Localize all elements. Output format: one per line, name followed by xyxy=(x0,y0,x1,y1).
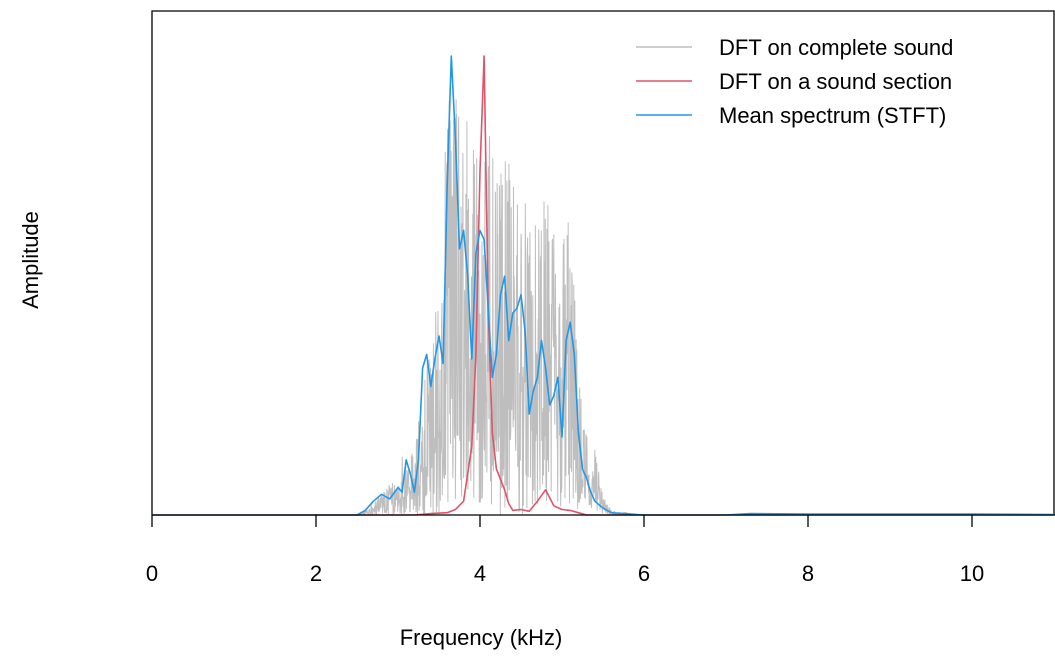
y-axis-title: Amplitude xyxy=(18,211,43,309)
legend-label: DFT on complete sound xyxy=(719,35,953,60)
x-tick-label: 6 xyxy=(638,561,650,586)
legend: DFT on complete sound DFT on a sound sect… xyxy=(636,35,953,128)
x-axis: 0 2 4 6 8 10 xyxy=(146,514,1055,586)
plot-frame xyxy=(151,10,1055,515)
x-tick-label: 8 xyxy=(802,561,814,586)
series-line-1 xyxy=(151,99,1055,516)
x-tick-label: 4 xyxy=(474,561,486,586)
legend-label: DFT on a sound section xyxy=(719,69,952,94)
x-tick-label: 0 xyxy=(146,561,158,586)
x-tick-label: 10 xyxy=(960,561,984,586)
series-line-2 xyxy=(152,55,1054,516)
x-axis-title: Frequency (kHz) xyxy=(400,625,563,650)
x-tick-label: 2 xyxy=(310,561,322,586)
series-line-3 xyxy=(152,55,1055,516)
legend-label: Mean spectrum (STFT) xyxy=(719,103,946,128)
